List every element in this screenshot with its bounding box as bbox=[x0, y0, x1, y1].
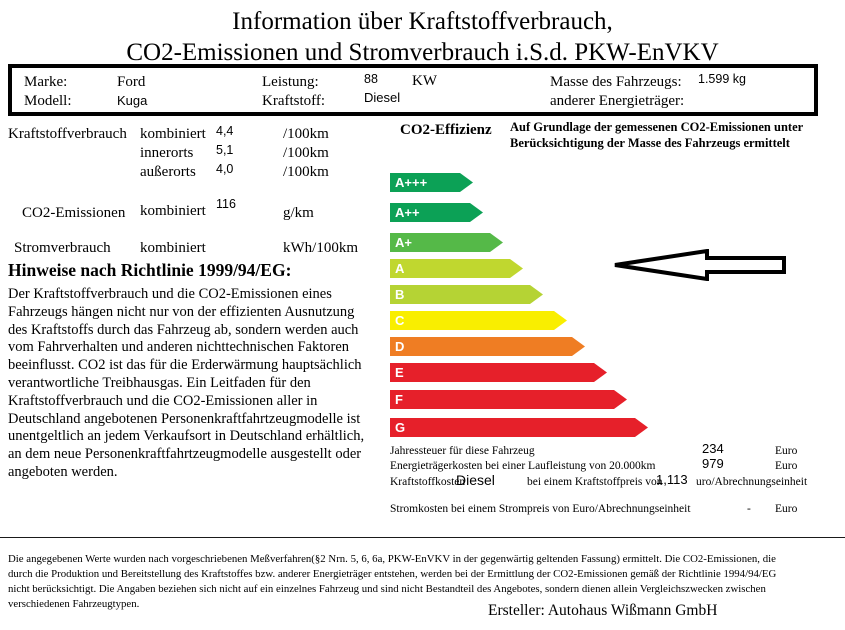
fuel-value-kombiniert: 4,4 bbox=[216, 124, 234, 138]
title-line-1: Information über Kraftstoffverbrauch, bbox=[232, 8, 613, 35]
bar-label: F bbox=[395, 392, 403, 407]
bar-label: B bbox=[395, 287, 405, 302]
bar-label: E bbox=[395, 365, 404, 380]
bar-label: A++ bbox=[395, 205, 420, 220]
bar-label: A+++ bbox=[395, 175, 428, 190]
hinweise-heading: Hinweise nach Richtlinie 1999/94/EG: bbox=[8, 260, 292, 280]
co2-emissions-label: CO2-Emissionen bbox=[22, 205, 126, 221]
co2-mode: kombiniert bbox=[140, 203, 206, 219]
hinweise-body-text: Der Kraftstoffverbrauch und die CO2-Emis… bbox=[8, 286, 365, 480]
electricity-cost-row-label: Stromkosten bei einem Strompreis von Eur… bbox=[390, 503, 691, 515]
modell-value: Kuga bbox=[117, 93, 148, 108]
efficiency-bar-a: A bbox=[390, 259, 523, 278]
leistung-value: 88 bbox=[364, 72, 378, 86]
masse-value: 1.599 kg bbox=[698, 72, 746, 86]
fuel-value-innerorts: 5,1 bbox=[216, 143, 234, 157]
fuel-cost-price: 1,113 bbox=[656, 472, 688, 487]
co2-unit: g/km bbox=[283, 205, 314, 221]
marke-label: Marke: bbox=[24, 74, 68, 90]
energy-cost-row-unit: Euro bbox=[775, 460, 798, 472]
efficiency-bar-a-plus-plus-plus: A+++ bbox=[390, 173, 473, 192]
fuel-mode-kombiniert: kombiniert bbox=[140, 126, 206, 142]
bar-label: D bbox=[395, 339, 405, 354]
co2-efficiency-heading: CO2-Effizienz bbox=[400, 122, 492, 138]
efficiency-bar-a-plus: A+ bbox=[390, 233, 503, 252]
efficiency-bar-b: B bbox=[390, 285, 543, 304]
leistung-label: Leistung: bbox=[262, 74, 319, 90]
fuel-cost-unit: uro/Abrechnungseinheit bbox=[696, 476, 808, 488]
kraftstoff-value: Diesel bbox=[364, 90, 401, 105]
power-unit: kWh/100km bbox=[283, 240, 358, 256]
bar-label: G bbox=[395, 420, 406, 435]
legal-line-3: nicht berücksichtigt. Die Angaben bezieh… bbox=[8, 583, 766, 595]
fuel-unit-kombiniert: /100km bbox=[283, 126, 329, 142]
fuel-unit-ausserorts: /100km bbox=[283, 164, 329, 180]
electricity-cost-value: - bbox=[747, 503, 751, 515]
legal-line-2: durch die Produktion und Bereitstellung … bbox=[8, 568, 777, 580]
energy-cost-row-label: Energieträgerkosten bei einer Laufleistu… bbox=[390, 460, 656, 472]
fuel-consumption-label: Kraftstoffverbrauch bbox=[8, 126, 127, 142]
fuel-value-ausserorts: 4,0 bbox=[216, 162, 234, 176]
efficiency-bar-a-plus-plus: A++ bbox=[390, 203, 483, 222]
tax-row-unit: Euro bbox=[775, 445, 798, 457]
legal-line-1: Die angegebenen Werte wurden nach vorges… bbox=[8, 553, 776, 565]
note-line-1: Auf Grundlage der gemessenen CO2-Emissio… bbox=[510, 120, 804, 134]
fuel-mode-ausserorts: außerorts bbox=[140, 164, 196, 180]
fuel-cost-fuel-type: Diesel bbox=[456, 472, 495, 488]
fuel-unit-innerorts: /100km bbox=[283, 145, 329, 161]
kraftstoff-label: Kraftstoff: bbox=[262, 93, 326, 109]
creator-line: Ersteller: Autohaus Wißmann GmbH bbox=[488, 602, 718, 619]
co2-efficiency-note: Auf Grundlage der gemessenen CO2-Emissio… bbox=[510, 120, 845, 151]
energietraeger-label: anderer Energieträger: bbox=[550, 93, 685, 109]
rating-pointer-arrow-icon bbox=[614, 249, 786, 281]
modell-label: Modell: bbox=[24, 93, 72, 109]
fuel-cost-mid-text: bei einem Kraftstoffpreis von bbox=[527, 476, 663, 488]
efficiency-bar-f: F bbox=[390, 390, 627, 409]
leistung-unit: KW bbox=[412, 73, 437, 89]
efficiency-bar-d: D bbox=[390, 337, 585, 356]
bar-label: A+ bbox=[395, 235, 412, 250]
fuel-cost-row-label: Kraftstoffkosten bbox=[390, 476, 466, 488]
efficiency-bar-g: G bbox=[390, 418, 648, 437]
power-mode: kombiniert bbox=[140, 240, 206, 256]
efficiency-bar-e: E bbox=[390, 363, 607, 382]
efficiency-bar-c: C bbox=[390, 311, 567, 330]
electricity-cost-unit: Euro bbox=[775, 503, 798, 515]
bar-label: C bbox=[395, 313, 405, 328]
tax-row-value: 234 bbox=[702, 441, 724, 456]
page-title: Information über Kraftstoffverbrauch, CO… bbox=[0, 6, 845, 68]
power-consumption-label: Stromverbrauch bbox=[14, 240, 111, 256]
fuel-mode-innerorts: innerorts bbox=[140, 145, 194, 161]
footer-divider bbox=[0, 537, 845, 538]
title-line-2: CO2-Emissionen und Stromverbrauch i.S.d.… bbox=[126, 39, 719, 66]
masse-label: Masse des Fahrzeugs: bbox=[550, 74, 682, 90]
marke-value: Ford bbox=[117, 74, 146, 90]
legal-line-4: verschiedenen Fahrzeugtypen. bbox=[8, 598, 140, 610]
co2-value: 116 bbox=[216, 197, 236, 211]
bar-label: A bbox=[395, 261, 405, 276]
note-line-2: Berücksichtigung der Masse des Fahrzeugs… bbox=[510, 135, 790, 150]
vehicle-data-box: Marke: Ford Modell: Kuga Leistung: 88 KW… bbox=[8, 64, 818, 116]
energy-cost-row-value: 979 bbox=[702, 456, 724, 471]
tax-row-label: Jahressteuer für diese Fahrzeug bbox=[390, 445, 535, 457]
